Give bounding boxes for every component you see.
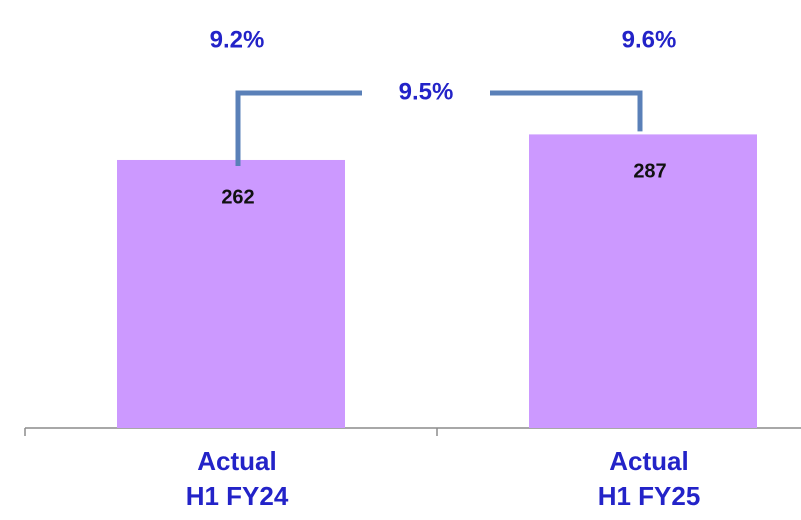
- x-tick-label: Actual: [609, 446, 688, 476]
- bar-value-label: 262: [221, 186, 254, 208]
- growth-label: 9.5%: [399, 78, 454, 105]
- x-tick-label: H1 FY24: [186, 481, 289, 511]
- margin-label: 9.2%: [210, 26, 265, 53]
- margin-label: 9.6%: [622, 26, 677, 53]
- x-tick-label: H1 FY25: [598, 481, 701, 511]
- bar-value-label: 287: [633, 161, 666, 183]
- bar: [117, 159, 345, 428]
- bar: [529, 134, 757, 429]
- x-tick-label: Actual: [197, 446, 276, 476]
- growth-connector: [490, 90, 643, 132]
- growth-connector: [235, 90, 362, 166]
